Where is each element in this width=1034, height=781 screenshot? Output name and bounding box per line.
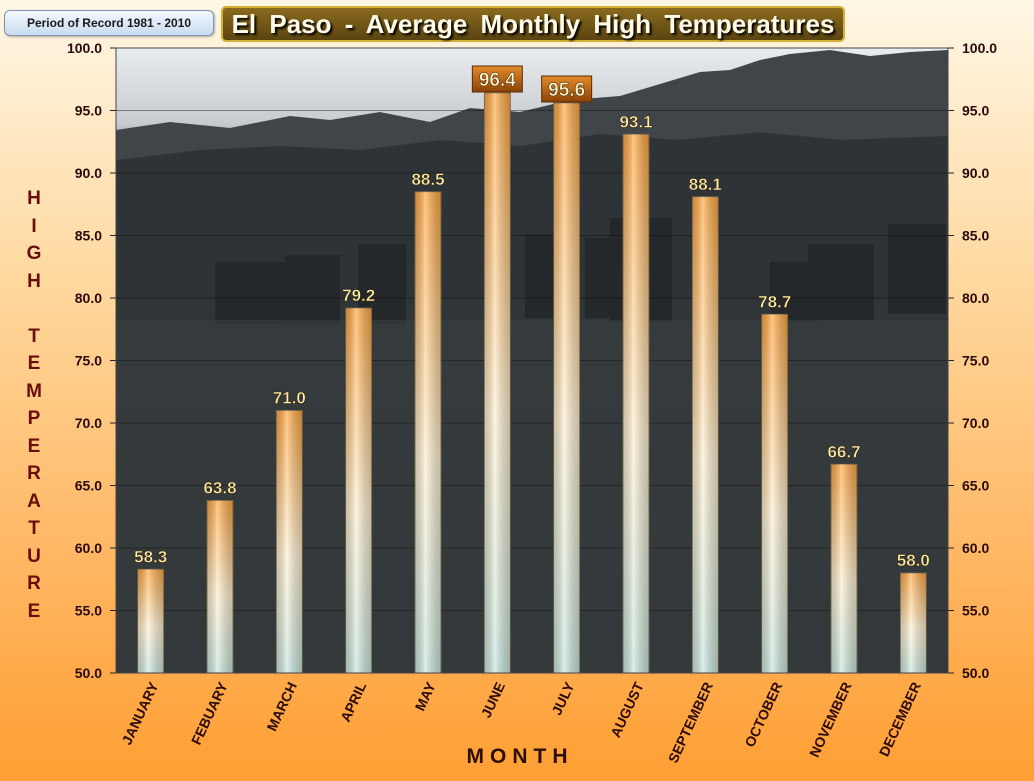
y-axis-label-letter: E [27,353,41,374]
y-axis-label-letter: I [31,215,37,237]
bar-shine [831,464,857,673]
bars [137,92,927,674]
y-axis-label-letter: P [27,408,41,429]
y-axis-label-letter: R [27,463,41,484]
y-axis-label-letter: H [27,188,41,209]
x-tick-label-august: AUGUST [607,679,647,740]
x-tick-label-may: MAY [412,679,439,713]
y-tick-label-right: 90.0 [962,165,989,181]
value-label-october: 78.7 [758,292,791,311]
y-axis-label-letter: E [27,600,41,622]
y-axis-label-letter: H [27,270,41,292]
y-axis-label-gap [20,295,48,323]
bar-shine [761,314,788,673]
y-axis-left: 50.0 55.0 60.0 65.0 70.0 75.0 80.0 85.0 90.0 95.0… [67,40,116,681]
y-axis-label-letter: M [26,380,42,402]
y-tick-label-right: 75.0 [962,353,989,369]
y-axis-label-letter: U [27,545,41,567]
x-tick-label-november: NOVEMBER [806,680,855,760]
x-tick-label-febuary: FEBUARY [188,679,231,747]
y-tick-label-right: 85.0 [962,228,989,244]
value-label-august: 93.1 [619,112,652,131]
y-axis-right: 50.0 55.0 60.0 65.0 70.0 75.0 80.0 85.0 90.0 95.0… [948,40,997,681]
x-tick-label-january: JANUARY [119,679,162,747]
bar-shine [900,573,927,673]
bar-shine [137,569,164,673]
x-tick-label-september: SEPTEMBER [665,680,716,766]
y-tick-label-right: 55.0 [962,603,989,619]
y-tick-label-left: 95.0 [75,103,102,119]
bar-shine [207,500,233,673]
y-tick-label-right: 60.0 [962,540,989,556]
y-tick-label-left: 70.0 [75,415,102,431]
x-tick-label-june: JUNE [478,680,508,721]
y-tick-label-left: 50.0 [75,665,102,681]
value-label-july: 95.6 [548,80,585,101]
y-tick-label-left: 100.0 [67,40,102,56]
highlight-label-box [471,65,523,93]
bar-shine [553,103,580,673]
highlight-label-box [541,75,593,103]
y-axis-label-letter: G [26,243,42,264]
bar-shine [623,134,649,673]
plot-border [115,47,949,674]
value-label-febuary: 63.8 [203,479,236,498]
x-tick-label-december: DECEMBER [876,680,924,759]
value-label-january: 58.3 [134,547,167,566]
y-tick-label-right: 80.0 [962,290,989,306]
value-label-may: 88.5 [411,170,444,189]
y-tick-label-left: 60.0 [75,540,102,556]
x-axis-label: MONTH [466,745,574,768]
y-axis-label-letter: R [27,573,41,594]
value-label-june: 96.4 [479,70,516,91]
value-label-september: 88.1 [689,175,722,194]
bar-shine [415,191,441,673]
y-tick-label-left: 65.0 [75,478,102,494]
value-label-march: 71.0 [273,389,306,408]
y-axis-label-letter: T [28,518,40,539]
chart-title: El Paso - Average Monthly High Temperatu… [221,6,845,42]
period-of-record-badge: Period of Record 1981 - 2010 [4,10,214,36]
y-tick-label-left: 55.0 [75,603,102,619]
y-tick-label-left: 85.0 [75,228,102,244]
y-tick-label-right: 95.0 [962,103,989,119]
bar-shine [345,308,372,673]
y-tick-label-right: 70.0 [962,415,989,431]
y-tick-label-right: 100.0 [962,40,997,56]
city-buildings [215,218,946,325]
city-haze [116,320,948,673]
x-tick-label-july: JULY [548,679,577,718]
y-tick-label-left: 90.0 [75,165,102,181]
bar-shine [484,93,511,673]
y-axis-label-letter: T [28,325,40,347]
y-axis-label-letter: A [27,490,41,512]
value-labels: 58.3 63.8 71.0 79.2 88.5 96.4 95.6 93.1 88.1 78.7… [134,65,930,570]
y-tick-label-left: 75.0 [75,353,102,369]
x-tick-label-october: OCTOBER [741,680,785,750]
y-tick-label-right: 65.0 [962,478,989,494]
value-label-april: 79.2 [342,286,375,305]
y-tick-label-right: 50.0 [962,665,989,681]
y-tick-label-left: 80.0 [75,290,102,306]
bar-shine [276,410,303,673]
y-axis-label-letter: E [27,435,41,457]
x-tick-label-april: APRIL [337,679,369,724]
x-tick-label-march: MARCH [264,680,301,734]
value-label-november: 66.7 [827,442,860,461]
bar-shine [692,196,719,673]
value-label-december: 58.0 [897,551,930,570]
